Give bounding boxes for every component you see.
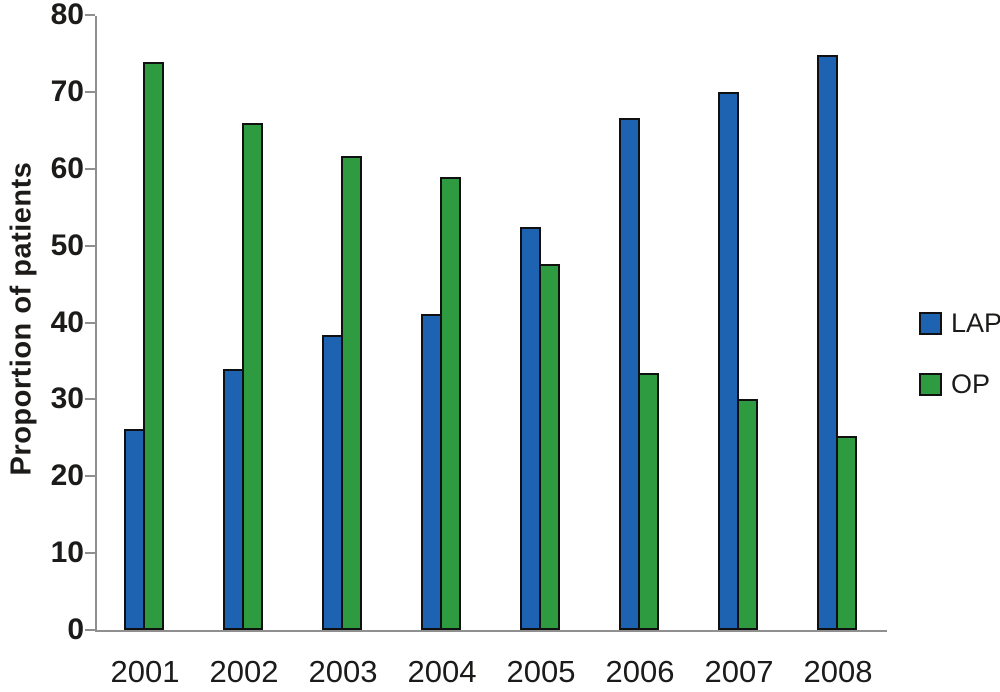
x-axis-line	[95, 630, 887, 632]
x-tick-label-2006: 2006	[605, 654, 675, 689]
y-axis-tick-30	[85, 398, 95, 400]
bar-op-2006	[638, 373, 659, 630]
legend-label-op: OP	[951, 369, 991, 399]
bar-op-2002	[242, 123, 263, 630]
bar-lap-2008	[817, 55, 838, 630]
bar-op-2004	[440, 177, 461, 630]
bar-lap-2005	[520, 227, 541, 630]
x-tick-label-2002: 2002	[209, 654, 279, 689]
y-axis-tick-50	[85, 245, 95, 247]
legend-label-lap: LAP	[951, 308, 1000, 338]
x-tick-label-2003: 2003	[308, 654, 378, 689]
legend-swatch-op	[919, 373, 942, 396]
y-axis-tick-60	[85, 168, 95, 170]
bar-op-2008	[836, 436, 857, 630]
x-tick-label-2008: 2008	[803, 654, 873, 689]
y-axis-tick-10	[85, 552, 95, 554]
bar-lap-2007	[718, 92, 739, 630]
x-tick-label-2005: 2005	[506, 654, 576, 689]
bar-op-2007	[737, 399, 758, 630]
legend-swatch-lap	[919, 312, 942, 335]
bar-op-2005	[539, 264, 560, 630]
bar-op-2001	[143, 62, 164, 630]
y-tick-label-20: 20	[50, 459, 84, 492]
y-axis-tick-20	[85, 475, 95, 477]
bar-lap-2001	[124, 429, 145, 630]
y-axis-tick-40	[85, 322, 95, 324]
bar-lap-2006	[619, 118, 640, 630]
y-axis-tick-0	[85, 629, 95, 631]
legend-item-lap: LAP	[919, 308, 1000, 339]
y-tick-label-80: 80	[50, 0, 84, 31]
x-tick-label-2001: 2001	[110, 654, 180, 689]
y-tick-label-30: 30	[50, 382, 84, 415]
y-tick-label-70: 70	[50, 75, 84, 108]
y-tick-label-60: 60	[50, 152, 84, 185]
y-tick-label-0: 0	[67, 613, 84, 646]
y-axis-tick-70	[85, 91, 95, 93]
y-axis-tick-80	[85, 14, 95, 16]
x-tick-label-2007: 2007	[704, 654, 774, 689]
bar-op-2003	[341, 156, 362, 630]
x-tick-label-2004: 2004	[407, 654, 477, 689]
legend: LAP OP	[919, 308, 1000, 430]
legend-item-op: OP	[919, 369, 1000, 400]
y-tick-label-10: 10	[50, 536, 84, 569]
bar-lap-2003	[322, 335, 343, 630]
y-tick-label-50: 50	[50, 229, 84, 262]
bar-lap-2004	[421, 314, 442, 630]
y-axis-line	[95, 16, 97, 632]
y-tick-label-40: 40	[50, 306, 84, 339]
bar-lap-2002	[223, 369, 244, 630]
